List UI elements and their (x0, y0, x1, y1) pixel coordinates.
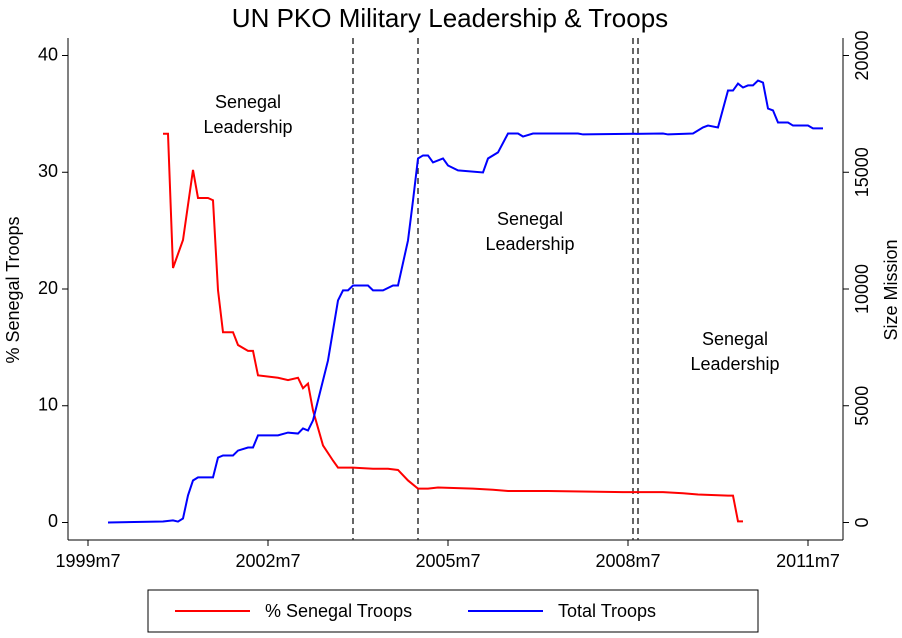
legend-label: Total Troops (558, 601, 656, 621)
chart-title: UN PKO Military Leadership & Troops (232, 3, 668, 33)
x-tick-label: 1999m7 (55, 551, 120, 571)
y-tick-label: 0 (48, 511, 58, 531)
series-line (163, 132, 743, 523)
series-line (107, 79, 823, 524)
y2-tick-label: 5000 (852, 386, 872, 426)
y2-tick-label: 0 (852, 517, 872, 527)
y2-tick-label: 10000 (852, 264, 872, 314)
legend-box (147, 589, 759, 633)
x-tick-label: 2008m7 (595, 551, 660, 571)
annotation: Leadership (203, 117, 292, 137)
annotation: Leadership (690, 354, 779, 374)
x-tick-label: 2005m7 (415, 551, 480, 571)
annotation: Senegal (702, 329, 768, 349)
x-tick-label: 2002m7 (235, 551, 300, 571)
y2-axis-title: Size Mission (881, 239, 901, 340)
y-axis-title: % Senegal Troops (3, 216, 23, 363)
y-tick-label: 40 (38, 44, 58, 64)
legend-label: % Senegal Troops (265, 601, 412, 621)
y-tick-label: 20 (38, 278, 58, 298)
y-tick-label: 10 (38, 394, 58, 414)
annotation: Senegal (215, 92, 281, 112)
y2-tick-label: 20000 (852, 30, 872, 80)
annotation: Senegal (497, 209, 563, 229)
annotation: Leadership (485, 234, 574, 254)
y2-tick-label: 15000 (852, 147, 872, 197)
x-tick-label: 2011m7 (776, 551, 840, 571)
y-tick-label: 30 (38, 161, 58, 181)
